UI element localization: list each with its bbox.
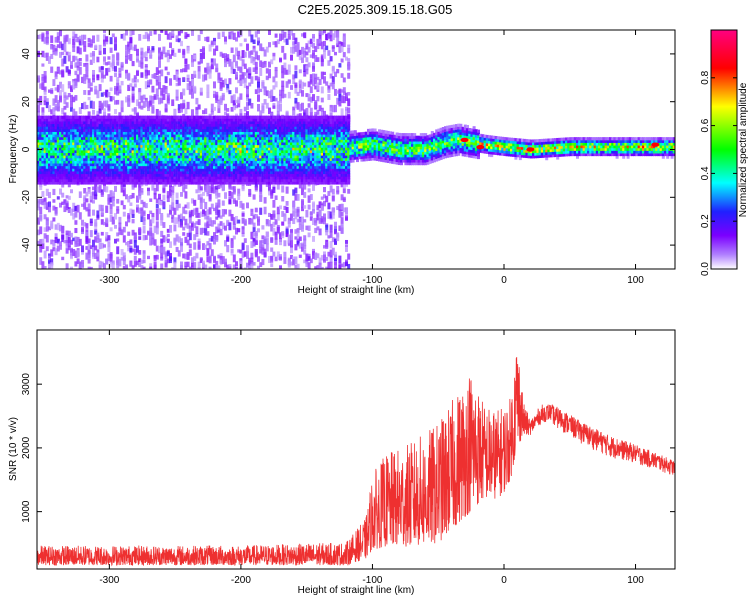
spectrogram-hotspot — [476, 144, 485, 150]
spectrogram-hotspot — [460, 137, 469, 143]
y-tick-label: 3000 — [21, 373, 32, 396]
colorbar-tick-label: 0.8 — [700, 70, 711, 84]
y-tick-label: 20 — [21, 96, 32, 108]
snr-panel: -300 -200 -100 0 100 1000 2000 3000 Height of s… — [8, 329, 676, 596]
colorbar-ticks: 0.0 0.2 0.4 0.6 0.8 — [700, 70, 737, 276]
y-tick-label: 0 — [21, 146, 32, 152]
colorbar-tick-label: 0.0 — [700, 262, 711, 276]
x-tick-label: -100 — [362, 275, 382, 286]
spectrogram-xlabel: Height of straight line (km) — [298, 285, 415, 296]
y-tick-label: -40 — [21, 237, 32, 252]
x-tick-label: 100 — [627, 275, 644, 286]
spectrogram-ylabel: Frequency (Hz) — [8, 115, 19, 184]
colorbar-gradient — [710, 29, 738, 270]
spectrogram-hotspot — [651, 142, 660, 147]
colorbar-tick-label: 0.4 — [700, 166, 711, 180]
snr-series-line — [37, 357, 675, 567]
snr-frame — [36, 329, 676, 570]
x-tick-label: -300 — [99, 575, 119, 586]
figure-title: C2E5.2025.309.15.18.G05 — [298, 2, 453, 17]
x-tick-label: -300 — [99, 275, 119, 286]
y-tick-label: 40 — [21, 48, 32, 60]
colorbar: 0.0 0.2 0.4 0.6 0.8 Normalized spectral ampl… — [700, 29, 749, 276]
colorbar-label: Normalized spectral amplitude — [738, 82, 749, 217]
spectrogram-heatmap — [37, 30, 675, 269]
spectrogram-hotspot — [526, 147, 535, 152]
x-tick-label: 0 — [501, 575, 507, 586]
snr-xlabel: Height of straight line (km) — [298, 585, 415, 596]
y-tick-label: 1000 — [21, 500, 32, 523]
x-tick-label: -200 — [231, 275, 251, 286]
x-tick-label: 100 — [627, 575, 644, 586]
x-tick-label: -100 — [362, 575, 382, 586]
y-tick-label: -20 — [21, 190, 32, 205]
snr-ylabel: SNR (10 * v/v) — [8, 417, 19, 481]
colorbar-tick-label: 0.2 — [700, 214, 711, 228]
x-tick-label: -200 — [231, 575, 251, 586]
y-tick-label: 2000 — [21, 436, 32, 459]
x-tick-label: 0 — [501, 275, 507, 286]
colorbar-tick-label: 0.6 — [700, 118, 711, 132]
snr-ticks: -300 -200 -100 0 100 1000 2000 3000 — [21, 330, 675, 586]
snr-plot-area — [37, 330, 675, 569]
